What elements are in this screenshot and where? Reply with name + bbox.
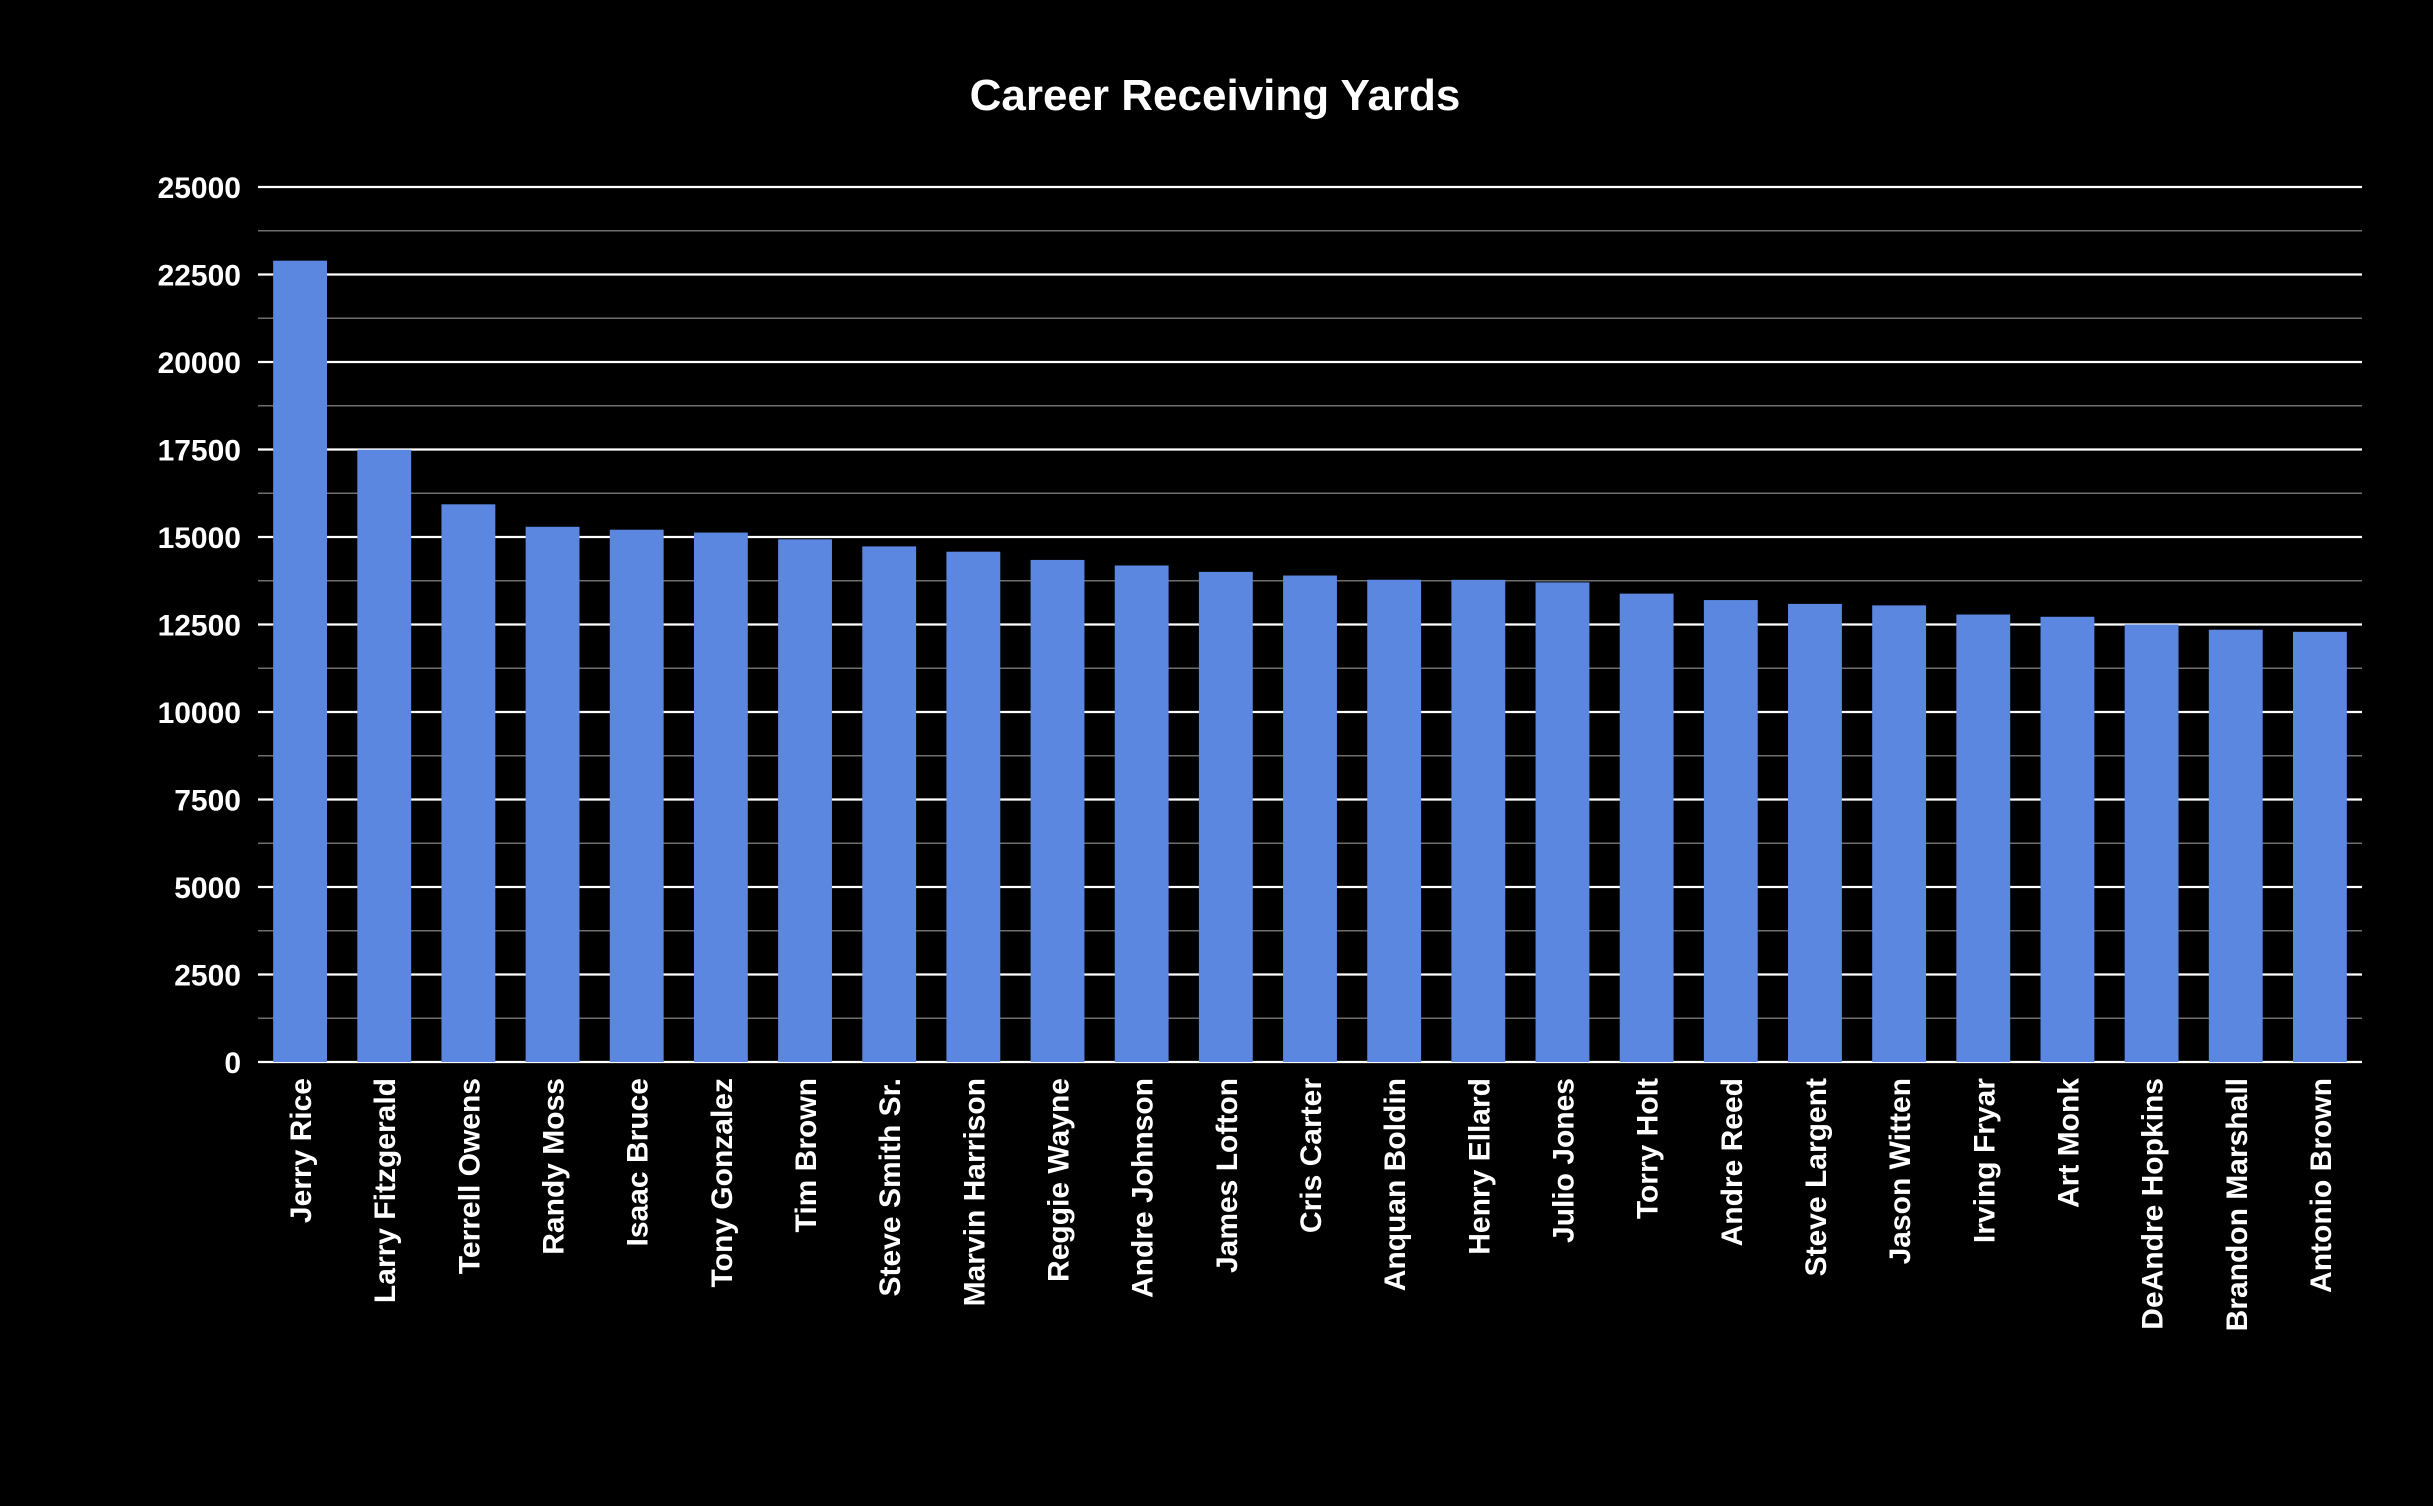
x-tick-label: Larry Fitzgerald bbox=[369, 1078, 402, 1303]
x-axis: Jerry Rice Larry Fitzgerald Terrell Owens R… bbox=[285, 1078, 2338, 1332]
bar bbox=[1872, 605, 1927, 1062]
bar bbox=[862, 546, 917, 1062]
x-tick-label: James Lofton bbox=[1211, 1078, 1244, 1273]
bar bbox=[1451, 579, 1506, 1062]
bar bbox=[1283, 575, 1337, 1062]
bar bbox=[2208, 629, 2263, 1062]
bar bbox=[1956, 614, 2011, 1062]
y-tick-label: 25000 bbox=[158, 172, 241, 205]
x-tick-label: Anquan Boldin bbox=[1379, 1078, 1412, 1291]
bar bbox=[2040, 616, 2095, 1062]
y-tick-label: 15000 bbox=[158, 522, 241, 555]
x-tick-label: Terrell Owens bbox=[453, 1078, 486, 1274]
x-tick-label: Andre Reed bbox=[1716, 1078, 1749, 1246]
bar bbox=[609, 529, 664, 1062]
x-tick-label: Cris Carter bbox=[1295, 1078, 1328, 1233]
x-tick-label: Jerry Rice bbox=[285, 1078, 318, 1223]
y-tick-label: 2500 bbox=[174, 960, 241, 993]
y-tick-label: 12500 bbox=[158, 610, 241, 643]
x-tick-label: Steve Smith Sr. bbox=[874, 1078, 907, 1296]
bar bbox=[357, 449, 412, 1062]
x-tick-label: Art Monk bbox=[2052, 1078, 2085, 1208]
y-tick-label: 22500 bbox=[158, 260, 241, 293]
x-tick-label: Julio Jones bbox=[1547, 1078, 1580, 1243]
bar bbox=[1703, 600, 1758, 1062]
x-tick-label: Antonio Brown bbox=[2305, 1078, 2338, 1293]
bar bbox=[1198, 571, 1253, 1062]
bar bbox=[441, 504, 496, 1062]
x-tick-label: DeAndre Hopkins bbox=[2137, 1078, 2170, 1330]
bar bbox=[693, 532, 748, 1062]
bar bbox=[1619, 593, 1674, 1062]
x-tick-label: Tony Gonzalez bbox=[706, 1078, 739, 1287]
y-tick-label: 20000 bbox=[158, 347, 241, 380]
bar bbox=[273, 260, 328, 1062]
y-tick-label: 7500 bbox=[174, 785, 241, 818]
y-tick-label: 0 bbox=[224, 1047, 241, 1080]
bar bbox=[946, 551, 1001, 1062]
x-tick-label: Henry Ellard bbox=[1463, 1078, 1496, 1255]
x-tick-label: Irving Fryar bbox=[1968, 1078, 2001, 1243]
x-tick-label: Andre Johnson bbox=[1127, 1078, 1160, 1298]
bars bbox=[273, 260, 2347, 1062]
bar bbox=[1367, 579, 1422, 1062]
x-tick-label: Tim Brown bbox=[790, 1078, 823, 1232]
x-tick-label: Reggie Wayne bbox=[1043, 1078, 1076, 1282]
y-axis: 0 2500 5000 7500 10000 12500 15000 17500 20000 22… bbox=[158, 172, 241, 1080]
x-tick-label: Torry Holt bbox=[1632, 1078, 1665, 1219]
x-tick-label: Steve Largent bbox=[1800, 1078, 1833, 1276]
x-tick-label: Brandon Marshall bbox=[2221, 1078, 2254, 1331]
y-tick-label: 17500 bbox=[158, 435, 241, 468]
chart-title: Career Receiving Yards bbox=[970, 71, 1461, 120]
bar bbox=[1535, 582, 1590, 1062]
x-tick-label: Jason Witten bbox=[1884, 1078, 1917, 1264]
x-tick-label: Marvin Harrison bbox=[958, 1078, 991, 1306]
y-tick-label: 5000 bbox=[174, 872, 241, 905]
bar bbox=[525, 526, 580, 1062]
y-tick-label: 10000 bbox=[158, 697, 241, 730]
bar bbox=[2292, 631, 2347, 1062]
bar bbox=[1114, 565, 1169, 1062]
x-tick-label: Isaac Bruce bbox=[622, 1078, 655, 1246]
bar bbox=[1030, 559, 1085, 1062]
bar bbox=[2124, 624, 2179, 1062]
x-tick-label: Randy Moss bbox=[538, 1078, 571, 1255]
bar bbox=[1788, 603, 1842, 1062]
bar bbox=[778, 539, 832, 1062]
